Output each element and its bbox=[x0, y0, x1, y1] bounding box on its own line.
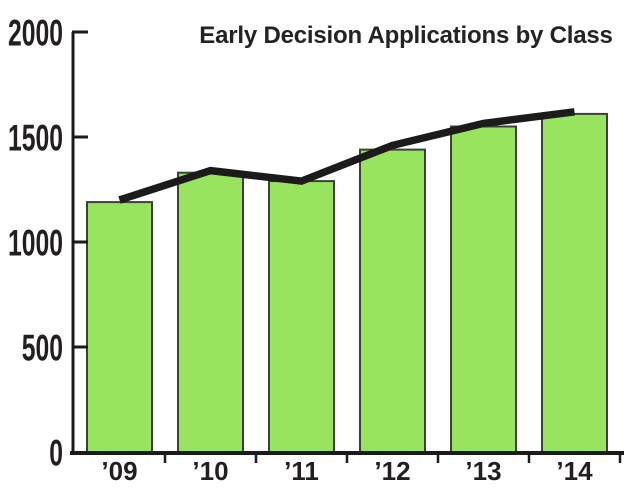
y-tick-label-1000: 1000 bbox=[8, 223, 63, 264]
y-tick-label-1500: 1500 bbox=[8, 118, 63, 159]
x-tick-label-11: ’11 bbox=[284, 456, 319, 486]
x-tick-label-14: ’14 bbox=[556, 456, 593, 486]
bar-13 bbox=[450, 125, 517, 454]
bar-10 bbox=[177, 171, 244, 454]
x-tick-label-10: ’10 bbox=[192, 456, 228, 486]
y-tick-label-2000: 2000 bbox=[8, 13, 63, 54]
chart-title: Early Decision Applications by Class bbox=[199, 22, 613, 49]
bar-14 bbox=[541, 112, 608, 455]
trend-line bbox=[118, 108, 575, 204]
y-tick-label-0: 0 bbox=[49, 433, 63, 474]
bar-12 bbox=[359, 148, 426, 454]
bar-11 bbox=[268, 180, 335, 454]
x-tick-label-09: ’09 bbox=[101, 456, 137, 486]
bar-09 bbox=[86, 201, 153, 454]
x-tick-label-12: ’12 bbox=[374, 456, 410, 486]
y-tick-label-500: 500 bbox=[22, 328, 63, 369]
x-tick-label-13: ’13 bbox=[465, 456, 501, 486]
